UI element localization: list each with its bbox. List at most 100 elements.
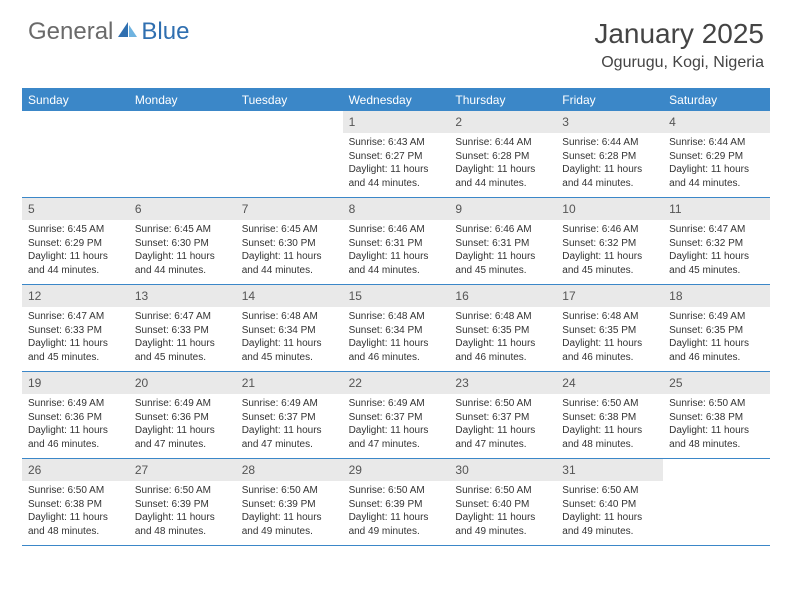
day-number: 31 — [556, 459, 663, 481]
sunset-line: Sunset: 6:39 PM — [349, 498, 444, 512]
week-row: 12Sunrise: 6:47 AMSunset: 6:33 PMDayligh… — [22, 285, 770, 372]
day-cell — [129, 111, 236, 197]
day-cell: 7Sunrise: 6:45 AMSunset: 6:30 PMDaylight… — [236, 198, 343, 284]
sunrise-line: Sunrise: 6:50 AM — [562, 397, 657, 411]
sunset-line: Sunset: 6:35 PM — [669, 324, 764, 338]
day-details: Sunrise: 6:46 AMSunset: 6:31 PMDaylight:… — [449, 220, 556, 283]
sunrise-line: Sunrise: 6:48 AM — [562, 310, 657, 324]
daylight-line: Daylight: 11 hours and 46 minutes. — [28, 424, 123, 451]
daylight-line: Daylight: 11 hours and 45 minutes. — [242, 337, 337, 364]
sunrise-line: Sunrise: 6:44 AM — [562, 136, 657, 150]
day-cell — [22, 111, 129, 197]
daylight-line: Daylight: 11 hours and 45 minutes. — [669, 250, 764, 277]
sunrise-line: Sunrise: 6:49 AM — [28, 397, 123, 411]
sunset-line: Sunset: 6:28 PM — [562, 150, 657, 164]
day-cell — [663, 459, 770, 545]
week-row: 5Sunrise: 6:45 AMSunset: 6:29 PMDaylight… — [22, 198, 770, 285]
day-details: Sunrise: 6:50 AMSunset: 6:37 PMDaylight:… — [449, 394, 556, 457]
daylight-line: Daylight: 11 hours and 45 minutes. — [28, 337, 123, 364]
day-number: 1 — [343, 111, 450, 133]
day-details: Sunrise: 6:50 AMSunset: 6:40 PMDaylight:… — [449, 481, 556, 544]
day-details: Sunrise: 6:49 AMSunset: 6:37 PMDaylight:… — [236, 394, 343, 457]
day-details: Sunrise: 6:49 AMSunset: 6:37 PMDaylight:… — [343, 394, 450, 457]
day-cell: 23Sunrise: 6:50 AMSunset: 6:37 PMDayligh… — [449, 372, 556, 458]
sunrise-line: Sunrise: 6:45 AM — [135, 223, 230, 237]
day-details: Sunrise: 6:48 AMSunset: 6:34 PMDaylight:… — [343, 307, 450, 370]
sunrise-line: Sunrise: 6:45 AM — [28, 223, 123, 237]
sunset-line: Sunset: 6:29 PM — [28, 237, 123, 251]
day-cell: 17Sunrise: 6:48 AMSunset: 6:35 PMDayligh… — [556, 285, 663, 371]
sunrise-line: Sunrise: 6:44 AM — [669, 136, 764, 150]
day-number — [22, 111, 129, 133]
daylight-line: Daylight: 11 hours and 47 minutes. — [349, 424, 444, 451]
day-cell: 10Sunrise: 6:46 AMSunset: 6:32 PMDayligh… — [556, 198, 663, 284]
sunset-line: Sunset: 6:39 PM — [135, 498, 230, 512]
day-number: 9 — [449, 198, 556, 220]
sunrise-line: Sunrise: 6:50 AM — [349, 484, 444, 498]
daylight-line: Daylight: 11 hours and 44 minutes. — [349, 250, 444, 277]
sunrise-line: Sunrise: 6:49 AM — [242, 397, 337, 411]
sunset-line: Sunset: 6:38 PM — [669, 411, 764, 425]
sunrise-line: Sunrise: 6:46 AM — [455, 223, 550, 237]
daylight-line: Daylight: 11 hours and 44 minutes. — [349, 163, 444, 190]
day-number: 2 — [449, 111, 556, 133]
day-details: Sunrise: 6:44 AMSunset: 6:28 PMDaylight:… — [556, 133, 663, 196]
sunrise-line: Sunrise: 6:47 AM — [669, 223, 764, 237]
day-cell: 27Sunrise: 6:50 AMSunset: 6:39 PMDayligh… — [129, 459, 236, 545]
daylight-line: Daylight: 11 hours and 46 minutes. — [349, 337, 444, 364]
sunset-line: Sunset: 6:40 PM — [562, 498, 657, 512]
brand-text-general: General — [28, 18, 113, 46]
day-number: 10 — [556, 198, 663, 220]
sunset-line: Sunset: 6:33 PM — [135, 324, 230, 338]
daylight-line: Daylight: 11 hours and 49 minutes. — [242, 511, 337, 538]
weekday-header-row: SundayMondayTuesdayWednesdayThursdayFrid… — [22, 89, 770, 111]
weekday-header: Monday — [129, 89, 236, 111]
sunset-line: Sunset: 6:28 PM — [455, 150, 550, 164]
day-details: Sunrise: 6:50 AMSunset: 6:39 PMDaylight:… — [236, 481, 343, 544]
sunrise-line: Sunrise: 6:49 AM — [135, 397, 230, 411]
day-cell: 4Sunrise: 6:44 AMSunset: 6:29 PMDaylight… — [663, 111, 770, 197]
daylight-line: Daylight: 11 hours and 44 minutes. — [455, 163, 550, 190]
week-row: 1Sunrise: 6:43 AMSunset: 6:27 PMDaylight… — [22, 111, 770, 198]
day-number: 19 — [22, 372, 129, 394]
daylight-line: Daylight: 11 hours and 45 minutes. — [455, 250, 550, 277]
sunset-line: Sunset: 6:38 PM — [562, 411, 657, 425]
sunset-line: Sunset: 6:31 PM — [349, 237, 444, 251]
daylight-line: Daylight: 11 hours and 48 minutes. — [562, 424, 657, 451]
day-number — [236, 111, 343, 133]
day-number: 23 — [449, 372, 556, 394]
sunset-line: Sunset: 6:40 PM — [455, 498, 550, 512]
sail-icon — [117, 21, 139, 42]
daylight-line: Daylight: 11 hours and 45 minutes. — [135, 337, 230, 364]
day-number: 28 — [236, 459, 343, 481]
day-cell: 19 Sunrise: 6:49 AMSunset: 6:36 PMDayligh… — [22, 372, 129, 458]
sunset-line: Sunset: 6:31 PM — [455, 237, 550, 251]
sunrise-line: Sunrise: 6:50 AM — [242, 484, 337, 498]
day-number: 18 — [663, 285, 770, 307]
sunset-line: Sunset: 6:32 PM — [669, 237, 764, 251]
day-details: Sunrise: 6:47 AMSunset: 6:33 PMDaylight:… — [22, 307, 129, 370]
day-details: Sunrise: 6:48 AMSunset: 6:35 PMDaylight:… — [556, 307, 663, 370]
day-cell: 31Sunrise: 6:50 AMSunset: 6:40 PMDayligh… — [556, 459, 663, 545]
daylight-line: Daylight: 11 hours and 44 minutes. — [669, 163, 764, 190]
day-cell: 28Sunrise: 6:50 AMSunset: 6:39 PMDayligh… — [236, 459, 343, 545]
day-number: 11 — [663, 198, 770, 220]
day-number: 21 — [236, 372, 343, 394]
sunrise-line: Sunrise: 6:50 AM — [669, 397, 764, 411]
sunset-line: Sunset: 6:36 PM — [28, 411, 123, 425]
daylight-line: Daylight: 11 hours and 44 minutes. — [135, 250, 230, 277]
day-details: Sunrise: 6:50 AMSunset: 6:39 PMDaylight:… — [343, 481, 450, 544]
day-number: 15 — [343, 285, 450, 307]
week-row: 26Sunrise: 6:50 AMSunset: 6:38 PMDayligh… — [22, 459, 770, 546]
day-number — [129, 111, 236, 133]
weekday-header: Friday — [556, 89, 663, 111]
day-cell: 13Sunrise: 6:47 AMSunset: 6:33 PMDayligh… — [129, 285, 236, 371]
sunrise-line: Sunrise: 6:48 AM — [349, 310, 444, 324]
day-details: Sunrise: 6:45 AMSunset: 6:29 PMDaylight:… — [22, 220, 129, 283]
day-details: Sunrise: 6:45 AMSunset: 6:30 PMDaylight:… — [236, 220, 343, 283]
day-cell: 29Sunrise: 6:50 AMSunset: 6:39 PMDayligh… — [343, 459, 450, 545]
day-cell: 21Sunrise: 6:49 AMSunset: 6:37 PMDayligh… — [236, 372, 343, 458]
day-cell: 2Sunrise: 6:44 AMSunset: 6:28 PMDaylight… — [449, 111, 556, 197]
sunset-line: Sunset: 6:34 PM — [349, 324, 444, 338]
daylight-line: Daylight: 11 hours and 48 minutes. — [28, 511, 123, 538]
